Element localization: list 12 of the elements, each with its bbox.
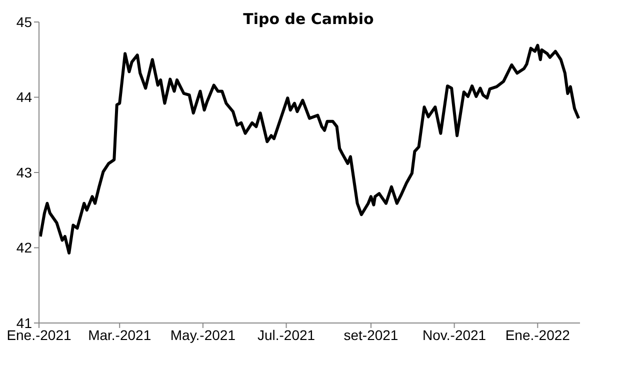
y-tick-label: 45 [16,14,32,30]
x-tick-label: set-2021 [344,326,398,343]
chart-title: Tipo de Cambio [243,10,374,28]
line-series [39,44,580,255]
x-tick-label: Jul.-2021 [257,326,316,343]
x-tick-label: Mar.-2021 [88,326,152,343]
x-tick-label: Ene.-2022 [505,326,570,343]
y-tick-label: 43 [16,164,32,180]
x-tick-label: Nov.-2021 [422,326,486,343]
x-tick-label: May.-2021 [170,326,236,343]
y-tick-label: 42 [16,240,32,256]
y-tick-label: 44 [16,89,32,106]
